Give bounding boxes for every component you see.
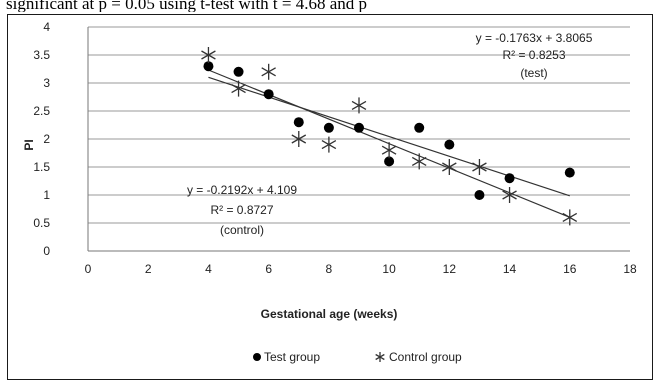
data-points [201,47,578,226]
scatter-chart: 0 0.5 1 1.5 2 2.5 3 3.5 4 0 2 4 6 8 10 12 14 16 18 PI Ges… [22,20,637,364]
test-group-point [444,139,455,150]
star-stroke [472,162,487,172]
control-group-point [291,131,307,147]
star-stroke [291,134,307,144]
legend-star-glyph [375,352,385,362]
y-tick-label: 2.5 [33,104,50,118]
control-group-point [381,142,397,159]
test-group-point [474,190,485,200]
x-tick-label: 18 [623,262,637,276]
test-group-point [504,173,515,184]
legend-test-label: Test group [264,350,320,364]
test-trendline-equation: y = -0.1763x + 3.8065 R² = 0.8253 (test) [476,31,593,80]
x-tick-label: 14 [503,262,517,276]
star-stroke [381,145,397,155]
control-trendline-equation: y = -0.2192x + 4.109 R² = 0.8727 (contro… [187,183,297,237]
star-stroke [231,84,246,94]
x-tick-label: 10 [382,262,396,276]
x-tick-label: 6 [265,262,272,276]
y-tick-label: 0 [43,244,50,258]
legend: Test group Control group [253,350,462,364]
test-r2-line: R² = 0.8253 [502,48,565,62]
y-tick-label: 3.5 [33,48,50,62]
control-group-point [442,159,457,175]
control-group-point [562,209,578,226]
star-stroke [411,156,427,166]
y-tick-label: 1 [43,188,50,202]
x-tick-label: 4 [205,262,212,276]
star-stroke [502,190,517,200]
test-group-point [384,156,395,167]
test-trendline [208,76,570,197]
star-stroke [351,100,367,110]
x-tick-label: 0 [85,262,92,276]
test-group-point [354,122,364,133]
control-group-point [351,97,367,114]
star-stroke [562,212,578,222]
star-stroke [442,162,457,172]
test-group-point [263,89,274,100]
legend-control-marker [375,352,385,362]
control-group-point [231,80,246,97]
y-axis-title: PI [22,139,36,150]
test-group-point [203,61,214,72]
control-group-point [261,63,276,80]
x-tick-label: 2 [145,262,152,276]
chart-frame: 0 0.5 1 1.5 2 2.5 3 3.5 4 0 2 4 6 8 10 12 14 16 18 PI Ges… [7,14,653,380]
test-group-point [233,66,244,77]
x-axis-title: Gestational age (weeks) [261,307,398,321]
y-tick-label: 2 [43,132,50,146]
control-label-line: (control) [220,223,264,237]
x-tick-label: 12 [443,262,457,276]
control-group-point [502,187,517,203]
test-equation-line: y = -0.1763x + 3.8065 [476,31,593,45]
caption-fragment: significant at p = 0.05 using t-test wit… [6,0,368,12]
control-r2-line: R² = 0.8727 [210,203,273,217]
y-tick-label: 1.5 [33,160,50,174]
control-group-point [201,47,216,63]
star-stroke [375,353,385,361]
x-tick-label: 16 [563,262,577,276]
control-group-point [321,136,337,153]
control-equation-line: y = -0.2192x + 4.109 [187,183,297,197]
test-group-point [293,117,304,128]
y-tick-labels: 0 0.5 1 1.5 2 2.5 3 3.5 4 [33,20,50,258]
legend-test-marker [253,353,261,361]
control-group-point [411,153,427,170]
y-tick-label: 0.5 [33,216,50,230]
test-group-point [323,122,334,133]
x-tick-labels: 0 2 4 6 8 10 12 14 16 18 [85,262,637,276]
star-stroke [321,140,337,150]
star-stroke [201,50,216,60]
star-stroke [261,67,276,77]
x-tick-label: 8 [326,262,333,276]
test-group-point [414,122,425,133]
y-tick-label: 4 [43,20,50,34]
test-label-line: (test) [520,66,547,80]
test-group-point [564,167,575,178]
axes [87,27,630,252]
legend-control-label: Control group [389,350,462,364]
control-group-point [472,159,487,175]
y-tick-label: 3 [43,76,50,90]
